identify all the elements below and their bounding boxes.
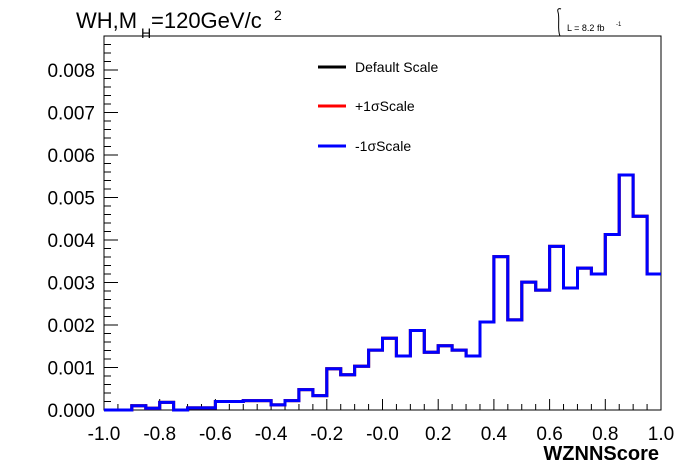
x-tick-label: 0.2: [425, 424, 451, 445]
y-tick-label: 0.007: [47, 104, 95, 125]
legend-label-minus1sigma: -1σScale: [355, 138, 411, 154]
plot-frame: [103, 35, 662, 411]
luminosity-label: L = 8.2 fb: [567, 23, 604, 33]
series-layer: [104, 173, 661, 412]
x-tick-label: 0.8: [592, 424, 618, 445]
y-tick-label: 0.003: [47, 274, 95, 295]
x-axis: -1.0 -0.8 -0.6 -0.4 -0.2 -0.0 0.2 0.4 0.6 0.8 1.0: [88, 399, 674, 445]
x-tick-label: -1.0: [88, 424, 121, 445]
luminosity-superscript: -1: [616, 22, 622, 28]
x-tick-label: -0.6: [199, 424, 232, 445]
legend-label-plus1sigma: +1σScale: [355, 98, 415, 114]
x-tick-label: -0.0: [366, 424, 399, 445]
y-tick-label: 0.002: [47, 316, 95, 337]
y-tick-label: 0.006: [47, 146, 95, 167]
y-tick-label: 0.000: [47, 401, 95, 422]
x-tick-label: -0.4: [255, 424, 288, 445]
y-tick-label: 0.001: [47, 359, 95, 380]
legend-label-default: Default Scale: [355, 59, 438, 75]
y-tick-label: 0.004: [47, 231, 95, 252]
x-tick-label: 0.4: [481, 424, 508, 445]
legend: Default Scale +1σScale -1σScale: [318, 59, 438, 154]
series-line-1: [104, 173, 661, 412]
y-axis: 0.000 0.001 0.002 0.003 0.004 0.005 0.006 0.007…: [47, 35, 118, 422]
integral-icon: [557, 8, 562, 37]
x-tick-label: -0.8: [143, 424, 176, 445]
chart-title-tail: =120GeV/c: [151, 8, 262, 33]
chart-title-superscript: 2: [274, 7, 282, 23]
x-tick-label: 1.0: [648, 424, 674, 445]
x-tick-label: 0.6: [536, 424, 562, 445]
x-axis-title: WZNNScore: [543, 443, 659, 465]
series-line-2: [104, 173, 661, 412]
y-tick-label: 0.005: [47, 189, 95, 210]
chart-title-subscript: H: [141, 25, 151, 41]
x-tick-label: -0.2: [310, 424, 343, 445]
series-line-0: [104, 173, 661, 412]
chart-title-main: WH,M: [76, 8, 137, 33]
y-tick-label: 0.008: [47, 61, 95, 82]
